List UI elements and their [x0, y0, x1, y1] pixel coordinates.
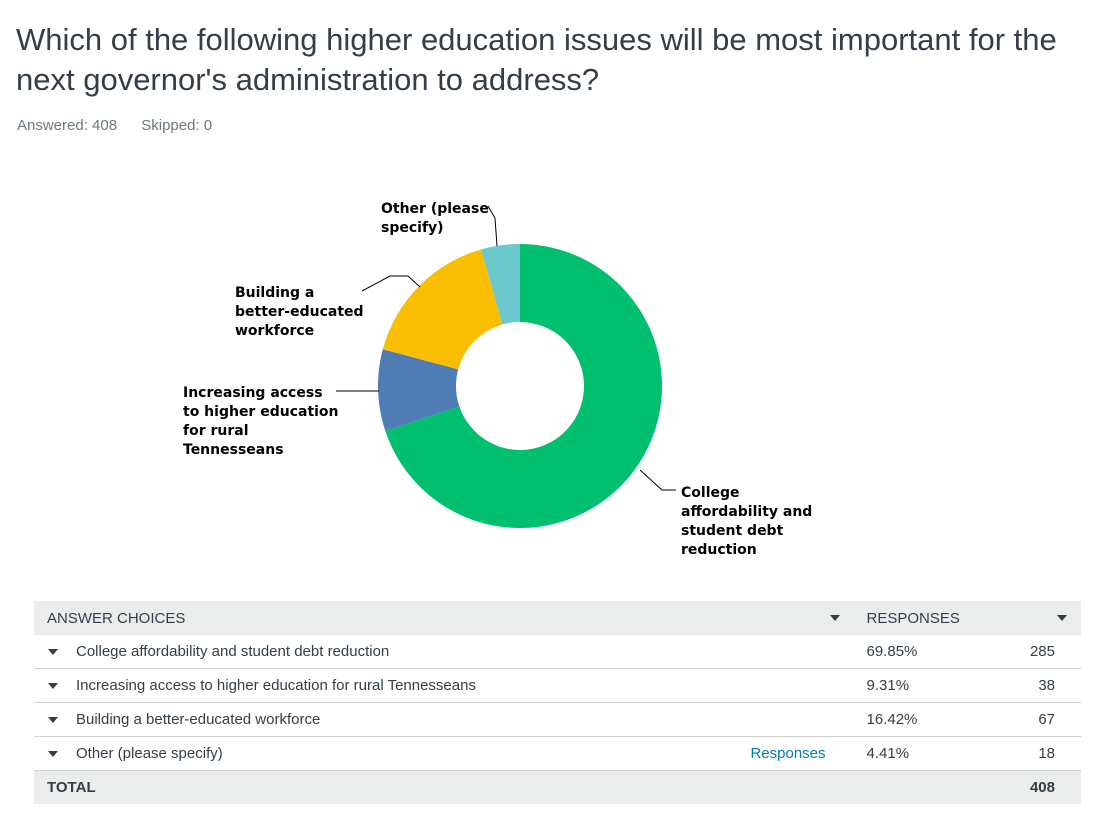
responses-link[interactable]: Responses	[750, 745, 826, 762]
pie-slice-rural-access[interactable]	[378, 349, 460, 432]
slice-label-line: Other (please	[381, 201, 489, 217]
total-value: 408	[1003, 770, 1081, 804]
response-percent: 4.41%	[853, 736, 1004, 771]
sort-arrow-icon[interactable]	[829, 615, 840, 621]
table-row: Building a better-educated workforce 16.…	[34, 702, 1081, 737]
table-row: Other (please specify) Responses 4.41% 1…	[34, 736, 1081, 771]
response-count: 38	[1003, 668, 1081, 703]
slice-label-line: affordability and	[681, 504, 812, 520]
response-count: 285	[1003, 635, 1081, 669]
response-percent: 69.85%	[853, 635, 1004, 669]
response-count: 67	[1003, 702, 1081, 737]
skipped-count: Skipped: 0	[141, 117, 213, 134]
expand-arrow-icon[interactable]	[48, 716, 58, 723]
slice-label-line: specify)	[381, 220, 444, 236]
total-row: TOTAL 408	[34, 770, 1081, 804]
slice-label-line: Increasing access	[183, 385, 323, 401]
slice-label-line: for rural	[183, 423, 249, 439]
leader-line-college-affordability	[639, 469, 676, 491]
answer-choices-header-label: ANSWER CHOICES	[47, 609, 186, 627]
expand-arrow-icon[interactable]	[48, 682, 58, 689]
pie-slice-college-affordability[interactable]	[385, 244, 662, 528]
response-percent: 9.31%	[853, 668, 1004, 703]
leader-line-better-educated-workforce	[361, 275, 421, 292]
slice-label-line: Tennesseans	[183, 442, 284, 458]
response-count: 18	[1003, 736, 1081, 771]
pie-slice-better-educated-workforce[interactable]	[382, 249, 503, 370]
slice-label-line: Building a	[235, 285, 314, 301]
slice-label-better-educated-workforce: Building a better-educated workforce	[235, 285, 364, 339]
slice-label-line: student debt	[681, 523, 784, 539]
slice-label-rural-access: Increasing access to higher education for …	[183, 385, 339, 458]
sort-arrow-icon[interactable]	[1057, 615, 1067, 621]
answered-count: Answered: 408	[17, 117, 118, 134]
slice-label-line: reduction	[681, 542, 757, 558]
expand-arrow-icon[interactable]	[48, 648, 58, 655]
slice-label-line: to higher education	[183, 404, 339, 420]
slice-label-line: better-educated	[235, 304, 364, 320]
table-row: College affordability and student debt r…	[34, 635, 1081, 669]
slice-label-college-affordability: College affordability and student debt redu…	[681, 485, 812, 558]
question-title: Which of the following higher education …	[16, 22, 1057, 97]
answer-table: ANSWER CHOICES RESPONSES College afforda…	[34, 601, 1081, 804]
response-percent: 16.42%	[853, 702, 1004, 737]
responses-header[interactable]: RESPONSES	[853, 601, 1081, 635]
slice-label-line: workforce	[235, 323, 314, 339]
response-stats: Answered: 408 Skipped: 0	[17, 117, 232, 134]
table-header-row: ANSWER CHOICES RESPONSES	[34, 601, 1081, 635]
slice-label-other: Other (please specify)	[381, 201, 489, 236]
answer-choices-header[interactable]: ANSWER CHOICES	[34, 601, 854, 635]
total-label: TOTAL	[34, 770, 854, 804]
pie-slice-other[interactable]	[481, 244, 520, 325]
answer-choice-label: College affordability and student debt r…	[76, 643, 390, 660]
answer-choice-label: Building a better-educated workforce	[76, 711, 321, 728]
donut-chart: College affordability and student debt redu…	[183, 201, 812, 558]
slice-label-line: College	[681, 485, 740, 501]
table-row: Increasing access to higher education fo…	[34, 668, 1081, 703]
leader-line-other	[487, 205, 498, 247]
answer-choice-label: Increasing access to higher education fo…	[76, 677, 476, 694]
answer-choice-label: Other (please specify)	[76, 745, 223, 762]
responses-header-label: RESPONSES	[866, 609, 960, 627]
expand-arrow-icon[interactable]	[48, 750, 58, 757]
